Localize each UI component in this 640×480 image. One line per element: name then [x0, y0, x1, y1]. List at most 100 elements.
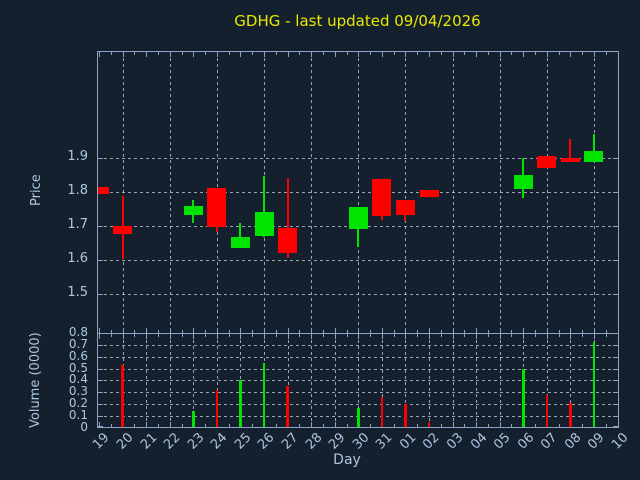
x-axis-tick — [264, 52, 265, 57]
x-axis-tick — [440, 334, 442, 337]
x-axis-tick — [134, 52, 136, 55]
x-axis-tick — [228, 330, 230, 333]
x-axis-tick — [381, 52, 383, 57]
x-tick-label: 21 — [137, 430, 161, 453]
x-axis-tick — [146, 334, 148, 339]
price-axis-tick — [98, 294, 103, 295]
volume-axis-tick — [613, 404, 618, 406]
x-axis-tick — [393, 334, 395, 337]
candle-body — [183, 205, 203, 216]
x-axis-tick — [122, 334, 124, 339]
x-axis-tick — [405, 328, 407, 333]
x-axis-tick — [558, 424, 560, 427]
x-axis-tick — [440, 424, 442, 427]
x-axis-tick — [216, 334, 218, 339]
x-axis-tick — [405, 52, 407, 57]
candle-wick — [263, 176, 265, 237]
volume-bar — [262, 362, 266, 427]
x-tick-label: 24 — [208, 430, 231, 453]
x-tick-label: 29 — [326, 430, 349, 453]
volume-tick-label: 0.1 — [68, 408, 88, 423]
x-axis-tick — [358, 334, 360, 339]
volume-vgridline — [287, 334, 289, 427]
volume-axis-tick — [613, 426, 618, 427]
candle-wick — [239, 223, 242, 248]
x-axis-tick — [570, 334, 572, 339]
x-axis-tick — [464, 52, 466, 55]
candle-body — [348, 207, 368, 229]
candle-body — [513, 175, 533, 189]
volume-bar — [404, 404, 407, 427]
x-axis-tick — [582, 424, 584, 427]
price-gridline — [98, 260, 618, 261]
x-tick-label: 19 — [90, 430, 113, 453]
price-axis-tick — [613, 226, 618, 227]
volume-vgridline — [452, 334, 454, 427]
x-axis-tick — [535, 424, 536, 427]
x-axis-tick — [582, 334, 584, 337]
volume-bar — [192, 411, 195, 427]
x-axis-tick — [205, 334, 207, 337]
volume-axis-tick — [613, 333, 618, 334]
x-tick-label: 07 — [538, 430, 561, 453]
volume-axis-tick — [613, 356, 618, 358]
x-axis-tick — [193, 334, 195, 339]
x-tick-label: 27 — [279, 430, 302, 453]
x-axis-tick — [593, 52, 595, 57]
x-axis-tick — [464, 334, 466, 337]
volume-vgridline — [570, 334, 572, 427]
price-axis-tick — [613, 158, 618, 159]
x-axis-tick — [499, 328, 501, 333]
x-axis-tick — [358, 328, 360, 333]
x-axis-tick — [334, 422, 336, 427]
x-axis-tick — [511, 424, 513, 427]
x-axis-tick — [157, 52, 159, 55]
candle-body — [537, 156, 557, 168]
x-axis-tick — [287, 52, 289, 57]
candle-body — [419, 190, 439, 197]
x-axis-tick — [499, 422, 501, 427]
x-axis-tick — [252, 330, 254, 333]
x-axis-tick — [181, 330, 183, 333]
x-axis-tick — [322, 424, 324, 427]
x-tick-label: 04 — [467, 430, 491, 453]
x-axis-tick — [134, 334, 136, 337]
x-axis-tick — [440, 330, 442, 333]
candle-wick — [569, 139, 572, 163]
x-axis-tick — [228, 334, 230, 337]
x-axis-tick — [110, 424, 112, 427]
x-axis-tick — [605, 334, 607, 337]
x-axis-tick — [358, 52, 360, 57]
x-axis-tick — [346, 424, 348, 427]
price-axis-tick — [98, 158, 103, 159]
x-axis-tick — [558, 52, 560, 55]
x-axis-tick — [252, 424, 254, 427]
volume-gridline — [98, 356, 618, 358]
x-axis-tick — [311, 52, 313, 57]
x-axis-tick — [605, 330, 607, 333]
x-axis-tick — [370, 330, 371, 333]
x-tick-label: 20 — [114, 430, 137, 453]
x-axis-tick — [346, 52, 348, 55]
x-axis-tick — [228, 52, 230, 55]
volume-tick-label: 0.7 — [68, 336, 88, 351]
x-axis-tick — [99, 422, 100, 427]
volume-axis-tick — [613, 416, 618, 418]
volume-vgridline — [546, 334, 548, 427]
x-axis-tick — [322, 52, 324, 55]
x-axis-tick — [99, 334, 100, 339]
volume-vgridline — [405, 334, 407, 427]
candle-body — [372, 179, 392, 216]
price-tick-label: 1.5 — [67, 285, 88, 300]
volume-tick-label: 0.3 — [68, 384, 88, 399]
x-axis-tick — [393, 52, 395, 55]
x-axis-tick — [334, 52, 336, 57]
x-tick-label: 09 — [585, 430, 608, 453]
volume-gridline — [98, 380, 618, 382]
volume-gridline — [98, 404, 618, 406]
x-axis-tick — [476, 52, 478, 57]
volume-vgridline — [334, 334, 336, 427]
x-axis-tick — [605, 52, 607, 55]
volume-vgridline — [499, 334, 501, 427]
price-panel — [97, 51, 619, 333]
